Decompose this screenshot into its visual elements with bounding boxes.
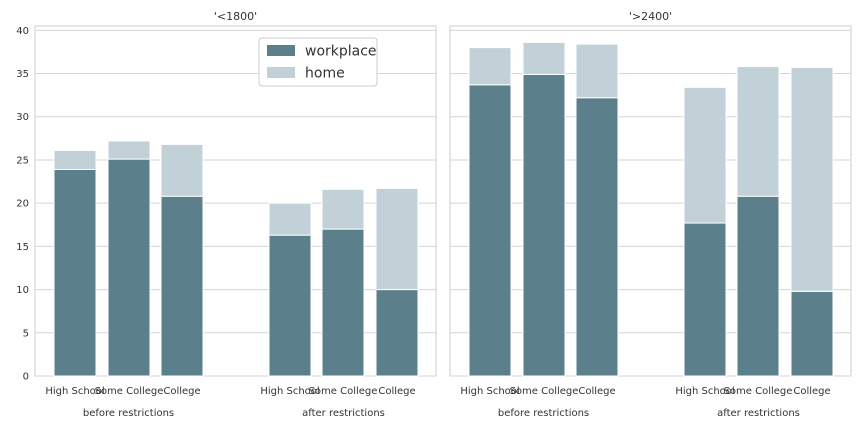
y-tick-label: 15 (16, 242, 29, 253)
group-label: after restrictions (717, 408, 800, 419)
bar-workplace (468, 84, 512, 377)
x-tick-label: Some College (309, 386, 378, 397)
group-label: before restrictions (498, 408, 589, 419)
x-tick-label: College (163, 386, 200, 397)
y-tick-label: 0 (23, 372, 29, 383)
x-tick-label: College (378, 386, 415, 397)
panel-title: '<1800' (214, 10, 257, 23)
bar-home (683, 86, 727, 224)
bar-home (468, 47, 512, 86)
legend-label-workplace: workplace (305, 44, 377, 60)
bar-home (53, 149, 97, 170)
y-tick-label: 20 (16, 199, 29, 210)
y-tick-label: 40 (16, 26, 29, 37)
y-tick-label: 25 (16, 155, 29, 166)
x-tick-label: High School (675, 386, 734, 397)
legend-swatch-home (267, 67, 295, 78)
legend: workplace home (258, 37, 378, 87)
y-tick-label: 5 (23, 328, 29, 339)
bar-home (160, 143, 204, 197)
bar-workplace (268, 234, 312, 377)
x-tick-label: College (793, 386, 830, 397)
bar-home (736, 66, 780, 197)
x-tick-label: Some College (510, 386, 579, 397)
y-tick-label: 10 (16, 285, 29, 296)
y-tick-label: 35 (16, 69, 29, 80)
bar-home (268, 202, 312, 236)
group-label: after restrictions (302, 408, 385, 419)
legend-swatch-workplace (267, 45, 295, 56)
bar-home (375, 187, 419, 291)
bar-workplace (736, 195, 780, 377)
bar-workplace (375, 289, 419, 377)
bar-workplace (107, 158, 151, 377)
y-tick-label: 30 (16, 112, 29, 123)
bar-workplace (53, 168, 97, 377)
bar-workplace (321, 228, 365, 377)
legend-label-home: home (305, 66, 345, 82)
bar-workplace (575, 97, 619, 377)
x-tick-label: High School (460, 386, 519, 397)
bar-home (522, 41, 566, 75)
x-tick-label: High School (260, 386, 319, 397)
x-tick-label: College (578, 386, 615, 397)
bar-home (107, 140, 151, 160)
bar-workplace (160, 195, 204, 377)
bar-home (321, 188, 365, 230)
bar-workplace (522, 73, 566, 377)
x-tick-label: Some College (95, 386, 164, 397)
bar-workplace (790, 290, 834, 377)
plot-frame (449, 25, 852, 377)
x-tick-label: High School (45, 386, 104, 397)
bar-home (790, 66, 834, 292)
group-label: before restrictions (83, 408, 174, 419)
panel-title: '>2400' (629, 10, 672, 23)
bar-home (575, 43, 619, 99)
x-tick-label: Some College (724, 386, 793, 397)
bar-workplace (683, 222, 727, 377)
